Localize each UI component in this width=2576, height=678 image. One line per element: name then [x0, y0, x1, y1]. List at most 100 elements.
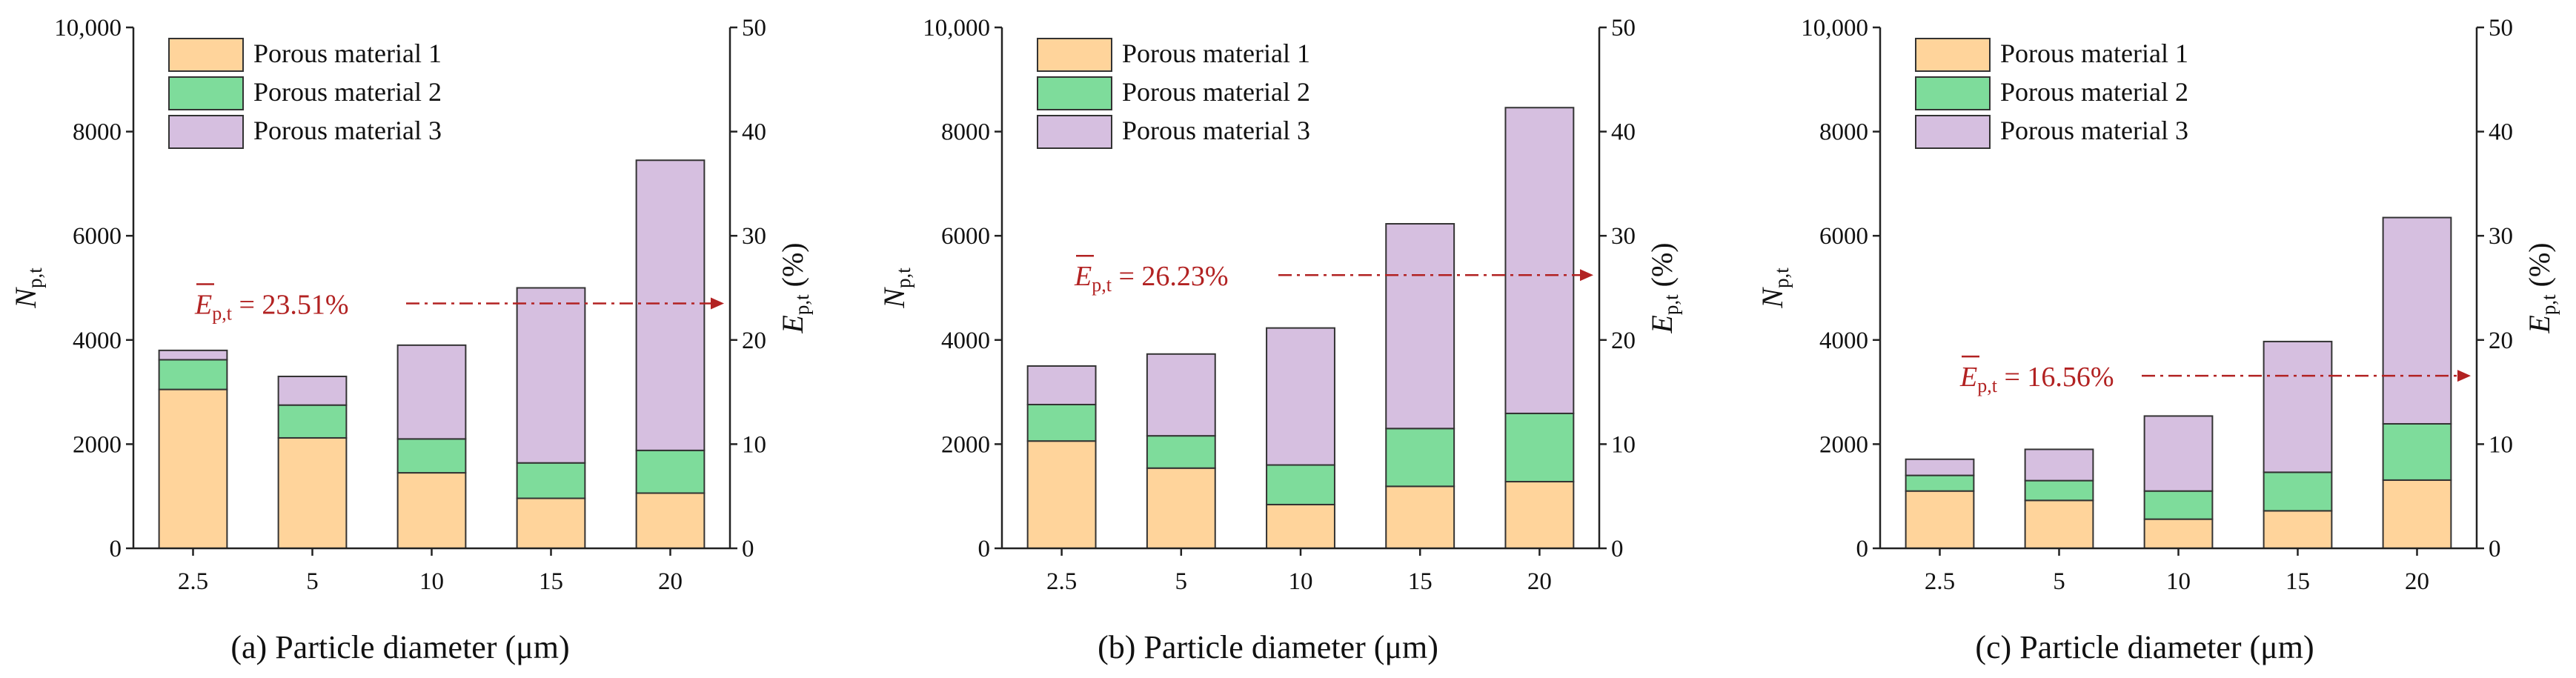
bar-5-material-1 [1146, 467, 1216, 549]
y2-tick-label: 30 [2489, 223, 2513, 250]
y2-tick-label: 10 [742, 431, 766, 458]
bar-20-material-2 [2382, 422, 2452, 481]
bar-2.5-material-2 [1026, 403, 1097, 442]
bar-15-material-1 [2263, 510, 2333, 549]
y-axis-symbol: N [9, 287, 42, 309]
bar-15-material-3 [2263, 340, 2333, 473]
y2-tick-label: 50 [2489, 15, 2513, 41]
bar-2.5-material-1 [158, 388, 228, 550]
legend-label-material-2: Porous material 2 [253, 77, 442, 107]
bar-20-material-3 [635, 159, 706, 451]
x-tick-label: 10 [2166, 568, 2191, 595]
bar-10-material-2 [1266, 464, 1335, 505]
bar-15-material-1 [516, 497, 586, 550]
x-tick-label: 20 [2405, 568, 2429, 595]
bar-2.5-material-2 [158, 359, 228, 390]
y-tick-label: 0 [110, 536, 122, 562]
y-tick-label: 8000 [941, 119, 990, 146]
x-tick-label: 20 [1527, 568, 1552, 595]
y2-axis-symbol: E [776, 315, 809, 333]
bar-2.5-material-1 [1905, 490, 1975, 549]
y-tick-label: 10,000 [54, 15, 122, 41]
chart-panel-a: 2.5 5 10 15 20 0 2000 4000 6000 8000 10,000 0 10 20 30… [9, 15, 813, 665]
legend-label-material-2: Porous material 2 [2000, 77, 2188, 107]
y2-axis-title: Ep,t (%) [776, 242, 813, 333]
legend-swatch-material-1 [1037, 38, 1112, 72]
x-tick-label: 20 [658, 568, 683, 595]
legend-swatch-material-2 [1037, 76, 1112, 110]
bar-5-material-3 [2024, 448, 2094, 482]
bar-5-material-2 [277, 404, 348, 439]
x-tick-label: 2.5 [1925, 568, 1955, 595]
x-tick-label: 5 [306, 568, 319, 595]
bar-20-material-2 [635, 449, 706, 494]
bar-5-material-2 [1146, 435, 1216, 469]
legend-label-material-3: Porous material 3 [1122, 116, 1310, 145]
legend-label-material-2: Porous material 2 [1122, 77, 1310, 107]
average-arrowhead [711, 297, 724, 310]
average-value: = 16.56% [1997, 362, 2114, 393]
y2-tick-label: 20 [2489, 328, 2513, 354]
average-label: Ep,t = 16.56% [1959, 362, 2114, 396]
y2-tick-label: 40 [742, 119, 766, 146]
bar-10-material-3 [1266, 327, 1335, 466]
bar-20-material-3 [2382, 216, 2452, 425]
bar-15-material-3 [516, 287, 586, 464]
y-tick-label: 8000 [1819, 119, 1868, 146]
bar-2.5-material-2 [1905, 474, 1975, 492]
bar-15-material-2 [2263, 471, 2333, 512]
bar-2.5-material-3 [1905, 458, 1975, 476]
y-axis-title: Np,t [1756, 267, 1793, 309]
y-tick-label: 0 [978, 536, 991, 562]
y2-tick-label: 30 [1611, 223, 1636, 250]
y2-tick-label: 20 [1611, 328, 1636, 354]
bar-2.5-material-1 [1026, 440, 1097, 549]
legend-label-material-1: Porous material 1 [2000, 39, 2188, 68]
legend-swatch-material-3 [1037, 115, 1112, 149]
x-tick-label: 10 [1289, 568, 1313, 595]
y-tick-label: 4000 [1819, 328, 1868, 354]
legend-label-material-3: Porous material 3 [253, 116, 442, 145]
y2-tick-label: 10 [2489, 431, 2513, 458]
y-tick-label: 6000 [73, 223, 122, 250]
y2-axis-subscript: p,t [1660, 294, 1682, 315]
y2-axis-subscript: p,t [2537, 294, 2560, 315]
average-subscript: p,t [1977, 375, 1998, 396]
x-tick-label: 15 [539, 568, 563, 595]
bar-20-material-2 [1504, 412, 1575, 483]
y-tick-label: 2000 [941, 431, 990, 458]
y2-tick-label: 10 [1611, 431, 1636, 458]
average-value: = 26.23% [1112, 261, 1229, 292]
bar-15-material-1 [1385, 485, 1455, 550]
y-axis-subscript: p,t [892, 267, 914, 288]
bar-10-material-1 [396, 472, 467, 549]
bar-10-material-3 [2143, 415, 2214, 492]
y-tick-label: 2000 [1819, 431, 1868, 458]
bar-10-material-1 [2143, 518, 2214, 550]
bar-10-material-2 [2143, 490, 2214, 520]
y-tick-label: 6000 [941, 223, 990, 250]
x-tick-label: 10 [419, 568, 444, 595]
x-tick-label: 2.5 [178, 568, 208, 595]
y2-tick-label: 40 [2489, 119, 2513, 146]
x-tick-label: 2.5 [1046, 568, 1077, 595]
average-arrowhead [2457, 370, 2471, 382]
legend-label-material-1: Porous material 1 [1122, 39, 1310, 68]
average-subscript: p,t [212, 302, 233, 324]
average-arrowhead [1580, 269, 1593, 282]
chart-panel-b: 2.5 5 10 15 20 0 2000 4000 6000 8000 10,000 0 10 20 30… [877, 15, 1682, 665]
x-tick-label: 5 [1175, 568, 1188, 595]
bar-10-material-2 [396, 438, 467, 474]
bar-20-material-3 [1504, 107, 1575, 414]
average-symbol: E [194, 289, 212, 320]
panel-caption: (c) Particle diameter (μm) [1975, 629, 2314, 665]
legend-swatch-material-1 [168, 38, 244, 72]
y-tick-label: 2000 [73, 431, 122, 458]
x-tick-label: 15 [2285, 568, 2310, 595]
bar-20-material-1 [635, 492, 706, 549]
y2-tick-label: 50 [742, 15, 766, 41]
y2-axis-title: Ep,t (%) [1645, 242, 1682, 333]
bar-5-material-3 [1146, 353, 1216, 437]
average-subscript: p,t [1092, 274, 1112, 296]
y2-tick-label: 50 [1611, 15, 1636, 41]
